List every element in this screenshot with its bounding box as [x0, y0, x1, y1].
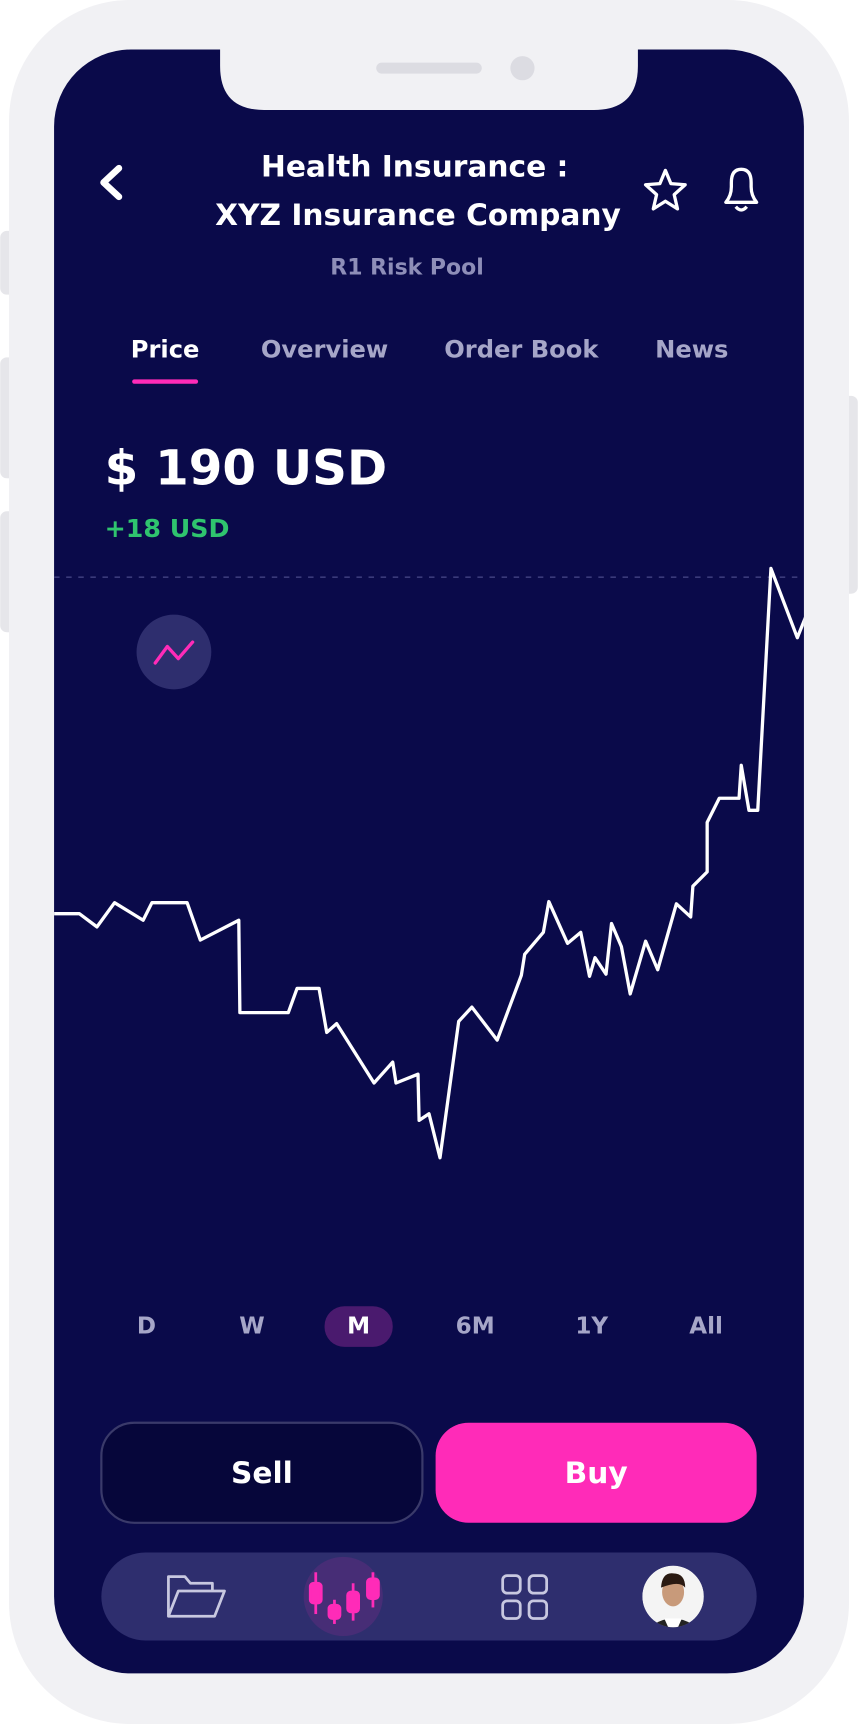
price: $ 190 USD	[105, 441, 388, 497]
nav-market[interactable]	[308, 1572, 380, 1624]
nav-apps[interactable]	[501, 1574, 549, 1620]
nav-portfolio[interactable]	[167, 1575, 226, 1618]
tab[interactable]: Price	[131, 336, 200, 364]
notch	[220, 43, 638, 110]
chart-type-icon	[153, 640, 195, 665]
tab[interactable]: Order Book	[444, 336, 599, 364]
range[interactable]: D	[137, 1314, 156, 1340]
title: Health Insurance :	[261, 149, 568, 184]
buy-label: Buy	[565, 1455, 628, 1490]
sell-button[interactable]	[100, 1421, 424, 1524]
nav-profile[interactable]	[642, 1565, 704, 1658]
tab-indicator	[132, 379, 199, 384]
price-change: +18 USD	[105, 514, 230, 543]
camera	[510, 56, 535, 81]
price-line	[54, 566, 804, 1160]
tab[interactable]: News	[655, 336, 728, 364]
nav-bar	[101, 1552, 757, 1641]
notification-button[interactable]	[724, 167, 759, 212]
sell-label: Sell	[231, 1455, 293, 1490]
speaker	[376, 62, 482, 74]
range[interactable]: M	[347, 1314, 370, 1340]
range[interactable]: All	[689, 1314, 723, 1340]
screen	[54, 49, 804, 1674]
buy-button[interactable]	[435, 1422, 757, 1523]
title: XYZ Insurance Company	[215, 197, 621, 232]
range[interactable]: W	[239, 1314, 264, 1340]
back-button[interactable]	[100, 164, 123, 201]
range[interactable]: 1Y	[575, 1314, 608, 1340]
nav-glow	[303, 1556, 383, 1637]
tab[interactable]: Overview	[261, 336, 388, 364]
subtitle: R1 Risk Pool	[330, 255, 483, 280]
range[interactable]: 6M	[456, 1314, 495, 1340]
favorite-button[interactable]	[643, 168, 687, 211]
range-selected	[324, 1306, 393, 1347]
